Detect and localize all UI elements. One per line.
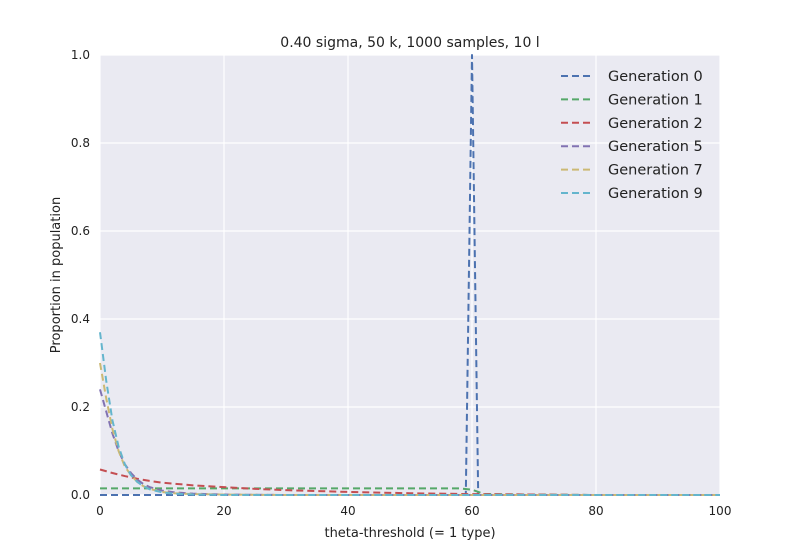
y-tick-label: 0.4 bbox=[71, 312, 90, 326]
legend-label: Generation 0 bbox=[608, 69, 703, 85]
x-tick-label: 40 bbox=[340, 504, 355, 518]
y-axis-ticks: 0.0 0.2 0.4 0.6 0.8 1.0 bbox=[71, 48, 90, 502]
legend-label: Generation 2 bbox=[608, 116, 703, 132]
chart-title: 0.40 sigma, 50 k, 1000 samples, 10 l bbox=[280, 35, 539, 51]
y-tick-label: 0.2 bbox=[71, 400, 90, 414]
x-axis-ticks: 0 20 40 60 80 100 bbox=[96, 504, 731, 518]
series-line-generation-9 bbox=[99, 332, 720, 496]
legend: Generation 0 Generation 1 Generation 2 Gene… bbox=[561, 69, 703, 202]
series-layer bbox=[99, 54, 720, 496]
y-axis-label: Proportion in population bbox=[49, 197, 64, 353]
y-tick-label: 0.8 bbox=[71, 136, 90, 150]
legend-label: Generation 1 bbox=[608, 92, 703, 108]
x-tick-label: 60 bbox=[464, 504, 479, 518]
legend-label: Generation 7 bbox=[608, 163, 703, 179]
x-axis-label: theta-threshold (= 1 type) bbox=[324, 526, 495, 541]
plot-area bbox=[100, 55, 720, 495]
x-tick-label: 0 bbox=[96, 504, 104, 518]
legend-label: Generation 5 bbox=[608, 139, 703, 155]
x-tick-label: 20 bbox=[216, 504, 231, 518]
y-tick-label: 1.0 bbox=[71, 48, 90, 62]
y-tick-label: 0.0 bbox=[71, 488, 90, 502]
legend-label: Generation 9 bbox=[608, 186, 703, 202]
y-tick-label: 0.6 bbox=[71, 224, 90, 238]
x-tick-label: 100 bbox=[709, 504, 732, 518]
x-tick-label: 80 bbox=[588, 504, 603, 518]
